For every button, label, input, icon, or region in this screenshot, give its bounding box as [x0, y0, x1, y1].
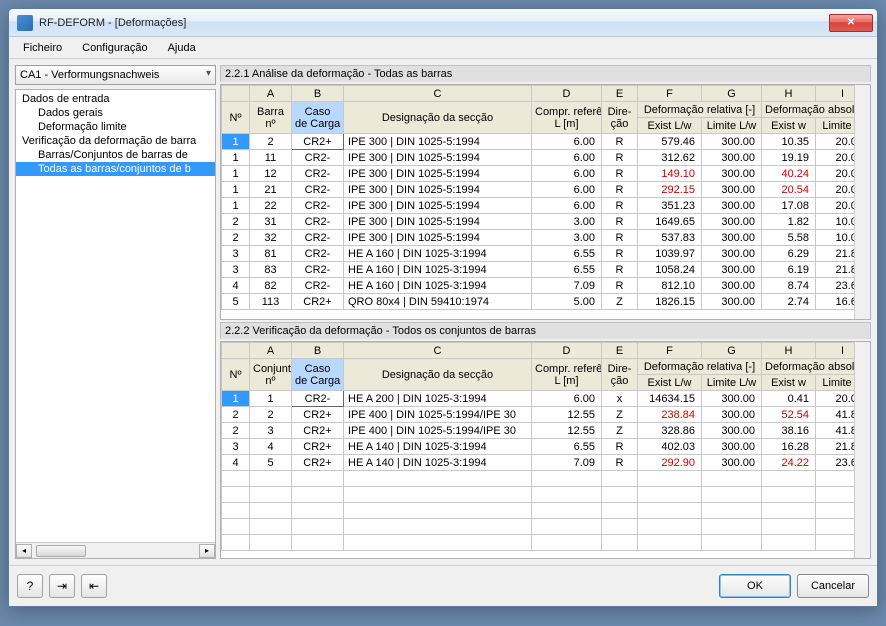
table-row[interactable]: 5113CR2+QRO 80x4 | DIN 59410:19745.00Z18…: [222, 294, 870, 310]
nav-tree[interactable]: Dados de entrada Dados gerais Deformação…: [15, 89, 216, 559]
export-button[interactable]: ⇥: [49, 574, 75, 598]
tree-dados-gerais[interactable]: Dados gerais: [16, 106, 215, 120]
scroll-right-icon[interactable]: ▸: [199, 544, 215, 558]
export-icon: ⇥: [57, 579, 67, 593]
grid2[interactable]: ABCDEFGHINºConjuntonºCasode CargaDesigna…: [220, 341, 871, 559]
table-row[interactable]: 122CR2-IPE 300 | DIN 1025-5:19946.00R351…: [222, 198, 870, 214]
table-row-empty: [222, 519, 870, 535]
tree-dados-entrada[interactable]: Dados de entrada: [16, 92, 215, 106]
grid1-vscroll[interactable]: [854, 85, 870, 319]
table-row[interactable]: 121CR2-IPE 300 | DIN 1025-5:19946.00R292…: [222, 182, 870, 198]
case-select-value: CA1 - Verformungsnachweis: [20, 69, 159, 81]
menu-configuracao[interactable]: Configuração: [72, 40, 157, 56]
window-title: RF-DEFORM - [Deformações]: [39, 17, 827, 29]
case-select[interactable]: CA1 - Verformungsnachweis: [15, 65, 216, 85]
tree-barras-conjuntos[interactable]: Barras/Conjuntos de barras de: [16, 148, 215, 162]
table-row[interactable]: 22CR2+IPE 400 | DIN 1025-5:1994/IPE 3012…: [222, 407, 870, 423]
menu-ajuda[interactable]: Ajuda: [158, 40, 206, 56]
table-row-empty: [222, 503, 870, 519]
app-icon: [17, 15, 33, 31]
scroll-thumb[interactable]: [36, 545, 86, 557]
table-row[interactable]: 232CR2-IPE 300 | DIN 1025-5:19943.00R537…: [222, 230, 870, 246]
grid2-title: 2.2.2 Verificação da deformação - Todos …: [220, 322, 871, 339]
tree-todas-barras[interactable]: Todas as barras/conjuntos de b: [16, 162, 215, 176]
help-button[interactable]: ?: [17, 574, 43, 598]
scroll-left-icon[interactable]: ◂: [16, 544, 32, 558]
close-button[interactable]: ✕: [829, 14, 873, 32]
import-icon: ⇤: [89, 579, 99, 593]
table-row[interactable]: 112CR2-IPE 300 | DIN 1025-5:19946.00R149…: [222, 166, 870, 182]
menubar: Ficheiro Configuração Ajuda: [9, 37, 877, 59]
table-row[interactable]: 12CR2+IPE 300 | DIN 1025-5:19946.00R579.…: [222, 134, 870, 150]
grid2-vscroll[interactable]: [854, 342, 870, 558]
grid1-title: 2.2.1 Análise da deformação - Todas as b…: [220, 65, 871, 82]
table-row-empty: [222, 487, 870, 503]
menu-ficheiro[interactable]: Ficheiro: [13, 40, 72, 56]
tree-verificacao[interactable]: Verificação da deformação de barra: [16, 134, 215, 148]
app-window: RF-DEFORM - [Deformações] ✕ Ficheiro Con…: [8, 8, 878, 607]
tree-deformacao-limite[interactable]: Deformação limite: [16, 120, 215, 134]
table-row[interactable]: 111CR2-IPE 300 | DIN 1025-5:19946.00R312…: [222, 150, 870, 166]
table-row[interactable]: 11CR2-HE A 200 | DIN 1025-3:19946.00x146…: [222, 391, 870, 407]
table-row-empty: [222, 471, 870, 487]
table-row[interactable]: 383CR2-HE A 160 | DIN 1025-3:19946.55R10…: [222, 262, 870, 278]
table-row[interactable]: 482CR2-HE A 160 | DIN 1025-3:19947.09R81…: [222, 278, 870, 294]
footer: ? ⇥ ⇤ OK Cancelar: [9, 565, 877, 606]
grid1[interactable]: ABCDEFGHINºBarranºCasode CargaDesignação…: [220, 84, 871, 320]
table-row[interactable]: 34CR2+HE A 140 | DIN 1025-3:19946.55R402…: [222, 439, 870, 455]
titlebar[interactable]: RF-DEFORM - [Deformações] ✕: [9, 9, 877, 37]
tree-hscroll[interactable]: ◂ ▸: [16, 542, 215, 558]
cancel-button[interactable]: Cancelar: [797, 574, 869, 598]
help-icon: ?: [27, 579, 34, 593]
table-row[interactable]: 45CR2+HE A 140 | DIN 1025-3:19947.09R292…: [222, 455, 870, 471]
table-row[interactable]: 23CR2+IPE 400 | DIN 1025-5:1994/IPE 3012…: [222, 423, 870, 439]
import-button[interactable]: ⇤: [81, 574, 107, 598]
table-row[interactable]: 381CR2-HE A 160 | DIN 1025-3:19946.55R10…: [222, 246, 870, 262]
table-row-empty: [222, 535, 870, 551]
table-row[interactable]: 231CR2-IPE 300 | DIN 1025-5:19943.00R164…: [222, 214, 870, 230]
ok-button[interactable]: OK: [719, 574, 791, 598]
